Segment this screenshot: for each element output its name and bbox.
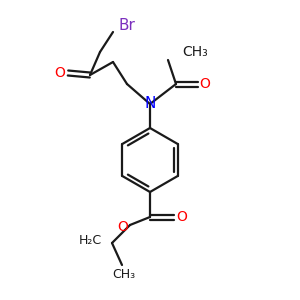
Text: O: O (55, 66, 65, 80)
Text: O: O (118, 220, 128, 234)
Text: O: O (200, 77, 210, 91)
Text: O: O (177, 210, 188, 224)
Text: H₂C: H₂C (79, 235, 102, 248)
Text: N: N (144, 97, 156, 112)
Text: CH₃: CH₃ (112, 268, 136, 281)
Text: Br: Br (119, 17, 136, 32)
Text: CH₃: CH₃ (182, 45, 208, 59)
